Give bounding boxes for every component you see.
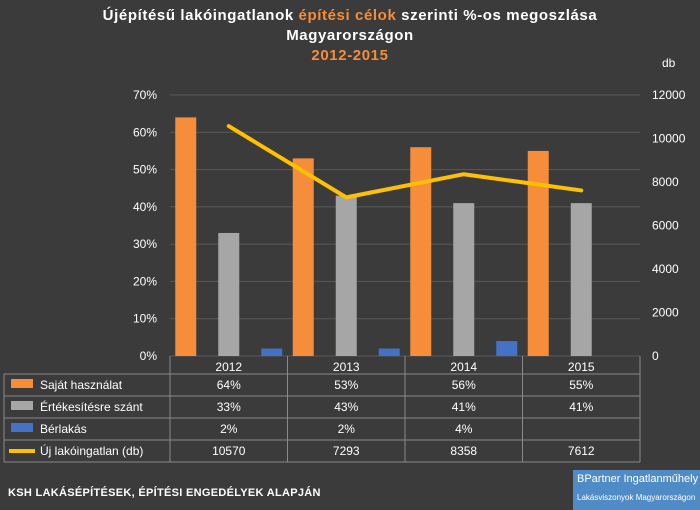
bar [410, 147, 432, 356]
bar [378, 348, 400, 356]
y-left-tick-label: 60% [133, 125, 157, 139]
chart-title: Újépítésű lakóingatlanok építési célok s… [0, 6, 700, 66]
data-label: 41% [569, 400, 593, 414]
y-left-tick-label: 20% [133, 274, 157, 288]
data-label: 8358 [450, 444, 477, 458]
bar [335, 195, 357, 356]
y-right-tick-label: 12000 [652, 88, 686, 102]
y-left-tick-label: 0% [140, 349, 158, 363]
data-label: 53% [334, 378, 358, 392]
title-line-2: Magyarországon [286, 27, 414, 44]
data-label: 2% [220, 422, 238, 436]
title-highlight: építési célok [298, 7, 397, 24]
bar [175, 117, 197, 356]
legend-label: Saját használat [40, 378, 123, 392]
x-tick-label: 2014 [450, 360, 477, 374]
y-right-tick-label: 10000 [652, 132, 686, 146]
y-right-tick-label: 6000 [652, 219, 679, 233]
data-label: 41% [452, 400, 476, 414]
bar [292, 158, 314, 356]
y-left-tick-label: 50% [133, 163, 157, 177]
data-label: 7293 [333, 444, 360, 458]
data-label: 55% [569, 378, 593, 392]
data-label: 2% [338, 422, 356, 436]
data-label: 43% [334, 400, 358, 414]
y-right-tick-label: 0 [652, 349, 659, 363]
right-axis-unit: db [662, 56, 676, 70]
logo-tagline: Lakásviszonyok Magyarországon [577, 493, 696, 502]
title-line-1: Újépítésű lakóingatlanok építési célok s… [0, 6, 700, 26]
legend-label: Bérlakás [40, 422, 87, 436]
y-right-tick-label: 2000 [652, 306, 679, 320]
bar [527, 150, 549, 356]
y-right-tick-label: 8000 [652, 175, 679, 189]
legend-key [11, 401, 33, 410]
series-line [226, 124, 584, 200]
title-prefix: Újépítésű lakóingatlanok [102, 7, 299, 24]
title-line-3: 2012-2015 [311, 47, 389, 64]
y-left-tick-label: 10% [133, 312, 157, 326]
bar [570, 203, 592, 356]
title-suffix: szerinti %-os megoszlása [396, 7, 598, 24]
data-label: 56% [452, 378, 476, 392]
y-right-tick-label: 4000 [652, 262, 679, 276]
source-footer: KSH LAKÁSÉPÍTÉSEK, ÉPÍTÉSI ENGEDÉLYEK AL… [8, 487, 321, 499]
legend-label: Új lakóingatlan (db) [40, 443, 143, 458]
data-label: 64% [217, 378, 241, 392]
legend-key [11, 423, 33, 432]
y-left-tick-label: 40% [133, 200, 157, 214]
y-left-tick-label: 30% [133, 237, 157, 251]
data-label: 7612 [568, 444, 595, 458]
y-left-tick-label: 70% [133, 88, 157, 102]
data-label: 4% [455, 422, 473, 436]
data-label: 10570 [212, 444, 246, 458]
x-tick-label: 2012 [215, 360, 242, 374]
legend-key [11, 379, 33, 388]
bar [218, 232, 240, 356]
x-tick-label: 2015 [568, 360, 595, 374]
x-tick-label: 2013 [333, 360, 360, 374]
bar [261, 348, 283, 356]
legend-label: Értékesítésre szánt [40, 399, 143, 414]
brand-logo: BPartner Ingatlanműhely Lakásviszonyok M… [573, 470, 700, 510]
data-label: 33% [217, 400, 241, 414]
bar [496, 341, 518, 356]
bar [453, 203, 475, 356]
logo-brand: BPartner Ingatlanműhely [577, 473, 699, 485]
